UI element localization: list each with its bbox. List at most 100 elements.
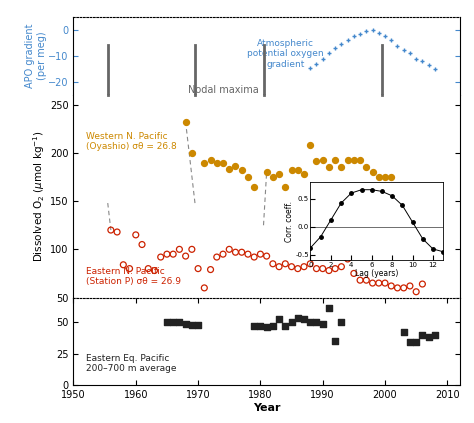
Point (188, 246, 196, 253)
Point (263, 253, 270, 259)
Point (363, 164, 370, 171)
Point (226, 246, 233, 253)
Text: Atmospheric
potential oxygen
gradient: Atmospheric potential oxygen gradient (247, 39, 324, 69)
Point (288, 263, 295, 270)
Point (425, 62, 432, 69)
Text: Western N. Pacific
(Oyashio) σθ = 26.8: Western N. Pacific (Oyashio) σθ = 26.8 (86, 132, 177, 151)
Point (319, 55, 327, 62)
Point (145, 265, 152, 272)
Point (425, 334, 432, 341)
Point (151, 267, 158, 274)
Point (275, 316, 283, 322)
Point (369, 280, 376, 286)
Point (350, 157, 358, 163)
Point (400, 285, 408, 291)
Point (113, 228, 121, 235)
Point (294, 167, 301, 174)
Point (331, 265, 339, 272)
Point (375, 29, 383, 36)
Point (201, 159, 208, 166)
Point (213, 159, 220, 166)
Point (275, 263, 283, 270)
Point (288, 167, 295, 174)
Point (419, 280, 426, 287)
Point (126, 265, 133, 272)
Point (282, 261, 289, 267)
Point (163, 251, 171, 258)
Point (350, 270, 358, 277)
Point (419, 200, 426, 206)
Point (406, 283, 414, 289)
Point (412, 288, 420, 295)
X-axis label: Year: Year (253, 403, 281, 412)
Point (325, 50, 333, 57)
Point (356, 30, 364, 37)
Point (232, 249, 239, 255)
Point (182, 320, 190, 327)
Point (331, 338, 339, 345)
Point (363, 277, 370, 283)
Y-axis label: APO gradient
(per meg): APO gradient (per meg) (25, 24, 47, 88)
Point (319, 320, 327, 327)
Point (344, 37, 351, 44)
Point (337, 319, 345, 326)
Point (238, 167, 246, 174)
Point (238, 249, 246, 255)
Point (394, 285, 401, 291)
Point (132, 231, 139, 238)
Point (157, 254, 164, 261)
Point (431, 66, 438, 72)
Point (387, 174, 395, 181)
Point (381, 280, 389, 286)
Point (188, 150, 196, 157)
Point (307, 319, 314, 326)
Point (325, 267, 333, 274)
Point (175, 319, 183, 326)
Point (119, 261, 127, 268)
Point (344, 255, 351, 262)
Point (256, 251, 264, 258)
Point (394, 188, 401, 195)
Point (356, 157, 364, 163)
Point (250, 183, 258, 190)
Point (263, 324, 270, 331)
Point (313, 265, 320, 272)
Point (375, 280, 383, 286)
Point (300, 263, 308, 270)
Point (300, 171, 308, 178)
Point (250, 254, 258, 261)
Text: Eastern Eq. Pacific
200–700 m average: Eastern Eq. Pacific 200–700 m average (86, 354, 176, 373)
Point (256, 323, 264, 330)
Point (400, 193, 408, 200)
Point (194, 321, 202, 328)
Point (331, 45, 339, 52)
Point (431, 332, 438, 338)
Point (363, 28, 370, 35)
Point (325, 164, 333, 171)
Point (282, 323, 289, 330)
Point (219, 251, 227, 258)
Point (369, 27, 376, 33)
Point (288, 319, 295, 326)
Point (319, 157, 327, 163)
Point (406, 193, 414, 200)
Point (188, 321, 196, 328)
Point (313, 157, 320, 164)
Point (263, 169, 270, 176)
Point (207, 266, 214, 273)
Y-axis label: Dissolved O$_2$ ($\mu$mol kg$^{-1}$): Dissolved O$_2$ ($\mu$mol kg$^{-1}$) (31, 130, 47, 262)
Point (387, 283, 395, 289)
Y-axis label: Corr. coeff.: Corr. coeff. (285, 201, 294, 242)
Point (182, 253, 190, 259)
Point (269, 261, 277, 267)
Point (169, 251, 177, 258)
Point (182, 119, 190, 126)
Point (232, 163, 239, 170)
Point (269, 174, 277, 181)
Point (356, 277, 364, 283)
Text: Nodal maxima: Nodal maxima (188, 85, 258, 95)
Point (307, 64, 314, 71)
Point (294, 314, 301, 321)
Point (244, 174, 252, 181)
Point (213, 254, 220, 261)
